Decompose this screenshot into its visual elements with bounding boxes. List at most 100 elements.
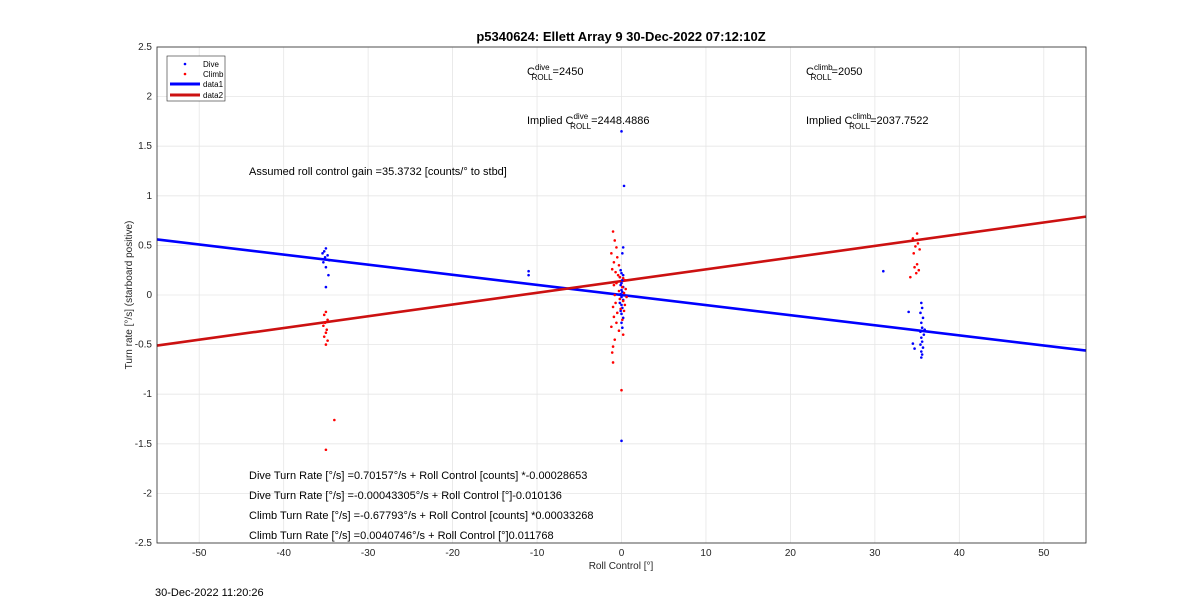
point-climb — [914, 271, 918, 275]
point-climb — [322, 335, 326, 338]
data-points — [321, 130, 926, 452]
point-climb — [615, 321, 618, 325]
point-climb — [613, 293, 617, 297]
implied-c-roll-climb-annotation: Implied Cclimb ROLL=2037.7522 — [806, 112, 928, 131]
point-climb — [612, 283, 616, 287]
x-tick-label: 20 — [785, 548, 797, 559]
point-dive — [619, 309, 622, 313]
point-dive — [621, 316, 625, 320]
point-climb — [617, 329, 621, 333]
point-dive — [621, 252, 624, 255]
point-climb — [613, 338, 617, 341]
point-climb — [912, 252, 916, 255]
y-tick-label: -1 — [143, 389, 152, 400]
point-dive — [920, 336, 923, 339]
x-tick-label: -50 — [192, 548, 207, 559]
point-climb — [324, 331, 328, 334]
point-dive — [919, 311, 922, 315]
point-dive — [621, 278, 624, 282]
point-dive — [620, 295, 623, 299]
point-dive — [621, 246, 625, 249]
point-climb — [326, 339, 329, 342]
point-climb — [615, 256, 619, 259]
point-climb — [611, 230, 615, 233]
point-dive — [620, 288, 623, 292]
point-climb — [623, 278, 627, 282]
point-climb — [326, 318, 329, 322]
fit-line-data1 — [156, 238, 1087, 352]
x-tick-label: 40 — [954, 548, 966, 559]
point-climb — [333, 418, 336, 422]
legend: Dive Climb data1 data2 — [166, 55, 226, 102]
point-climb — [611, 305, 615, 309]
point-dive — [620, 321, 623, 325]
legend-data2-label: data2 — [203, 91, 224, 100]
point-climb — [624, 287, 628, 291]
point-climb — [617, 263, 621, 267]
y-tick-label: 1 — [146, 191, 152, 202]
point-dive — [527, 273, 530, 277]
point-dive — [919, 343, 922, 346]
y-tick-label: 1.5 — [138, 141, 152, 152]
point-climb — [622, 291, 626, 295]
x-tick-label: 50 — [1038, 548, 1050, 559]
point-climb — [913, 265, 916, 269]
point-climb — [623, 303, 627, 307]
equation-dive-degrees: Dive Turn Rate [°/s] =-0.00043305°/s + R… — [249, 490, 562, 502]
point-dive — [321, 252, 324, 255]
point-dive — [923, 328, 926, 332]
y-tick-label: 0.5 — [138, 240, 152, 251]
equation-dive-counts: Dive Turn Rate [°/s] =0.70157°/s + Roll … — [249, 470, 587, 482]
y-tick-label: -0.5 — [135, 340, 153, 351]
point-climb — [610, 267, 614, 271]
point-dive — [324, 265, 328, 269]
point-climb — [621, 318, 624, 322]
point-dive — [527, 269, 530, 273]
point-dive — [920, 340, 924, 343]
point-climb — [610, 351, 614, 354]
x-tick-label: 30 — [869, 548, 881, 559]
point-dive — [324, 247, 328, 250]
legend-data1-label: data1 — [203, 80, 224, 89]
legend-dive-marker — [183, 62, 187, 66]
point-climb — [622, 309, 626, 313]
plot-border — [156, 46, 1087, 544]
c-roll-climb-annotation: Cclimb ROLL=2050 — [806, 63, 862, 82]
point-climb — [615, 311, 619, 315]
point-climb — [618, 275, 622, 279]
point-dive — [618, 301, 622, 305]
point-dive — [920, 326, 924, 330]
point-climb — [917, 268, 921, 272]
point-climb — [322, 324, 325, 328]
point-climb — [612, 315, 616, 319]
point-climb — [916, 242, 920, 245]
point-climb — [614, 301, 617, 305]
chart-title: p5340624: Ellett Array 9 30-Dec-2022 07:… — [476, 29, 765, 44]
point-climb — [915, 232, 919, 235]
point-dive — [621, 326, 624, 330]
point-dive — [620, 439, 623, 443]
x-tick-label: -20 — [445, 548, 460, 559]
point-dive — [620, 303, 623, 307]
point-dive — [620, 312, 623, 316]
point-climb — [324, 343, 328, 346]
point-dive — [911, 342, 915, 345]
point-dive — [622, 184, 626, 188]
point-climb — [612, 260, 616, 264]
y-tick-label: -1.5 — [135, 439, 153, 450]
y-tick-label: -2.5 — [135, 538, 153, 549]
y-tick-label: 2 — [146, 92, 152, 103]
point-dive — [920, 306, 924, 310]
point-dive — [922, 333, 926, 336]
y-tick-labels: -2.5 -2 -1.5 -1 -0.5 0 0.5 1 1.5 2 2.5 — [135, 42, 153, 549]
legend-dive-label: Dive — [203, 60, 220, 69]
point-dive — [620, 130, 623, 133]
point-climb — [610, 252, 613, 255]
point-dive — [907, 310, 910, 314]
point-climb — [324, 310, 328, 314]
point-climb — [322, 313, 326, 317]
point-dive — [921, 346, 925, 349]
x-tick-label: 0 — [619, 548, 625, 559]
point-dive — [324, 285, 328, 289]
